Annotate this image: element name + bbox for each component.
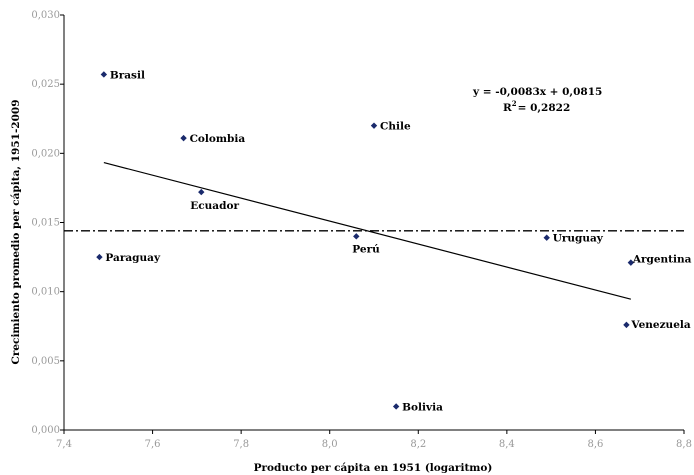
y-tick-label: 0,000 — [31, 425, 60, 436]
x-tick-label: 8,6 — [587, 439, 603, 450]
data-point — [543, 234, 550, 241]
y-tick-label: 0,015 — [31, 218, 60, 229]
y-tick-label: 0,020 — [31, 148, 60, 159]
trendline-equation: y = -0,0083x + 0,0815 — [472, 86, 602, 98]
x-tick-label: 7,8 — [233, 439, 249, 450]
x-tick-label: 8,4 — [499, 439, 515, 450]
data-point — [392, 403, 400, 410]
y-axis-title: Crecimiento promedio per cápita, 1951-20… — [10, 99, 22, 364]
data-point — [100, 71, 108, 78]
point-label: Ecuador — [190, 200, 239, 212]
point-label: Perú — [352, 243, 380, 255]
x-tick-labels: 7,4 7,6 7,8 8,0 8,2 8,4 8,6 8,8 — [56, 430, 692, 450]
x-tick-label: 7,6 — [145, 439, 161, 450]
data-point — [198, 188, 205, 196]
lines — [64, 161, 684, 300]
data-point — [353, 233, 360, 240]
point-label: Bolivia — [402, 401, 443, 413]
r-squared-symbol: R — [503, 102, 512, 114]
axes — [63, 15, 684, 431]
x-axis-title: Producto per cápita en 1951 (logaritmo) — [254, 462, 493, 474]
data-point — [623, 321, 630, 329]
r-squared: R2= 0,2822 — [503, 99, 570, 114]
y-tick-label: 0,025 — [31, 79, 60, 90]
y-tick-labels: 0,000 0,005 0,010 0,015 0,020 0,025 0,030 — [31, 10, 64, 436]
y-tick-label: 0,030 — [31, 10, 60, 21]
point-label: Colombia — [190, 133, 246, 145]
y-tick-label: 0,005 — [31, 356, 60, 367]
r-squared-superscript: 2 — [512, 99, 517, 108]
point-label: Paraguay — [105, 252, 161, 264]
data-point — [627, 259, 635, 266]
data-points: Brasil Colombia Chile Ecuador Paraguay Perú Ur… — [96, 69, 692, 413]
x-tick-label: 7,4 — [56, 439, 72, 450]
y-tick-label: 0,010 — [31, 287, 60, 298]
data-point — [180, 134, 187, 142]
x-tick-label: 8,2 — [410, 439, 426, 450]
point-label: Uruguay — [553, 233, 604, 245]
x-tick-label: 8,0 — [322, 439, 338, 450]
point-label: Argentina — [632, 254, 692, 266]
data-point — [96, 253, 103, 261]
data-point — [370, 122, 378, 129]
trendline — [103, 161, 632, 300]
x-tick-label: 8,8 — [676, 439, 692, 450]
point-label: Venezuela — [630, 319, 690, 331]
r-squared-value: = 0,2822 — [518, 102, 571, 114]
point-label: Chile — [380, 121, 411, 133]
point-label: Brasil — [110, 69, 145, 81]
